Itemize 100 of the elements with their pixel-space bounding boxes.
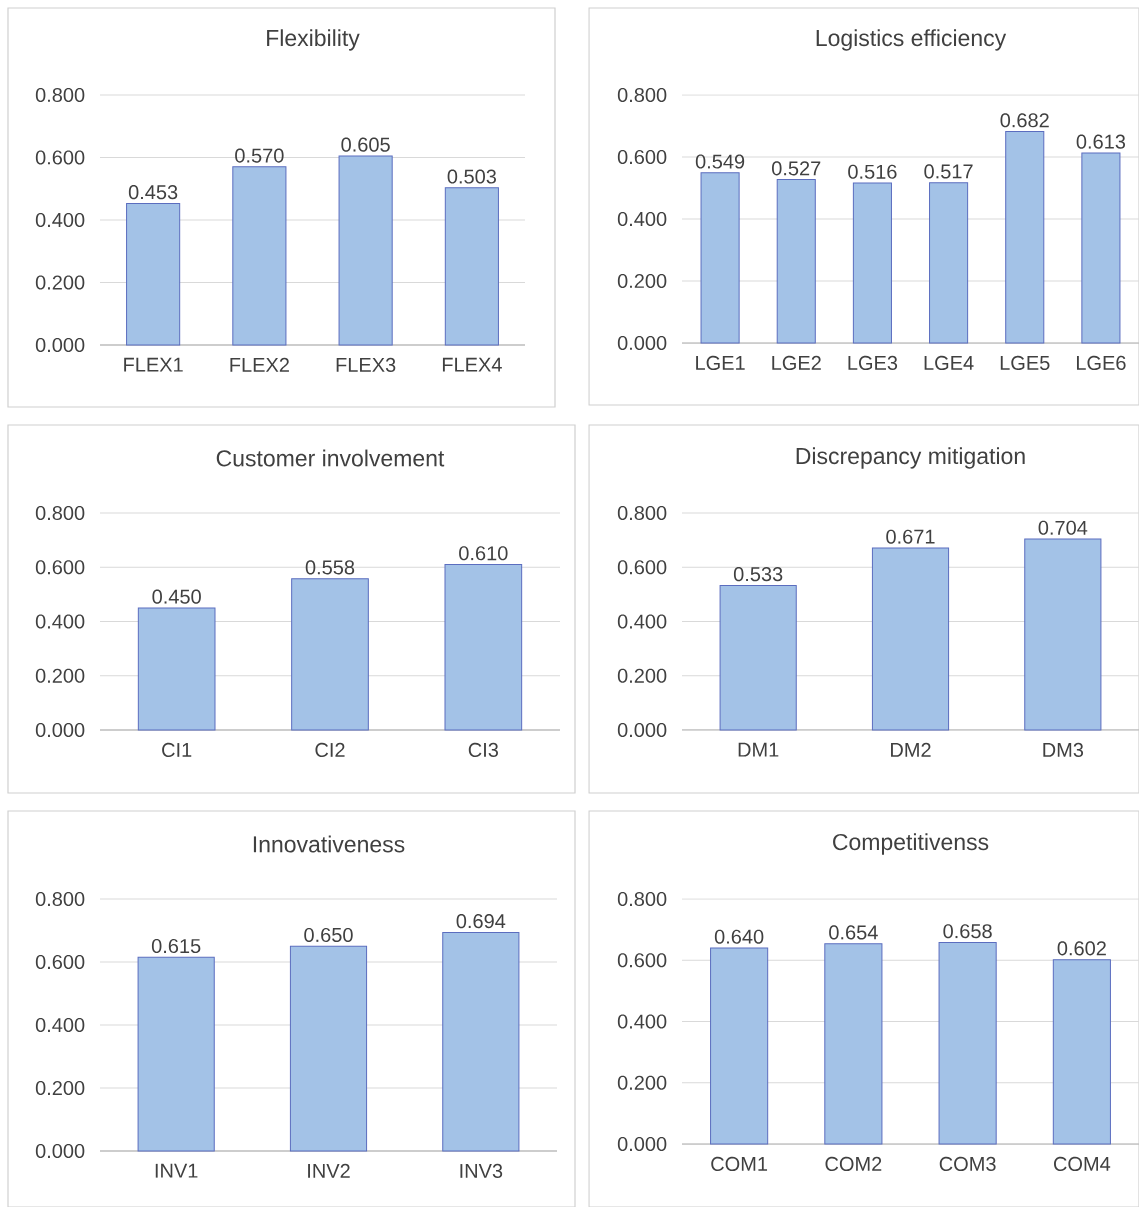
- data-label: 0.527: [772, 161, 821, 176]
- x-tick-label: INV3: [460, 1163, 503, 1179]
- data-label: 0.682: [1000, 113, 1049, 128]
- y-tick-label: 0.600: [35, 150, 85, 165]
- x-tick-label: FLEX3: [336, 357, 396, 373]
- x-tick-label: FLEX1: [124, 357, 183, 372]
- data-label: 0.610: [459, 546, 508, 561]
- x-tick-label: DM2: [891, 742, 931, 757]
- y-tick-label: 0.000: [35, 722, 85, 738]
- data-label: 0.615: [151, 938, 201, 954]
- bar: [442, 931, 520, 1152]
- x-tick-label: INV2: [308, 1163, 350, 1178]
- y-tick-label: 0.800: [35, 505, 85, 521]
- y-tick-label: 0.200: [617, 1075, 667, 1090]
- y-tick-label: 0.800: [35, 891, 85, 907]
- y-tick-label: 0.400: [617, 614, 667, 629]
- y-tick-label: 0.200: [617, 273, 667, 289]
- x-tick-label: COM4: [1054, 1156, 1111, 1172]
- data-label: 0.694: [456, 914, 506, 929]
- bar: [291, 578, 369, 731]
- y-tick-label: 0.200: [35, 668, 85, 683]
- y-tick-label: 0.600: [35, 954, 85, 970]
- bar: [719, 584, 797, 731]
- bar: [444, 187, 499, 346]
- data-label: 0.602: [1057, 941, 1106, 956]
- x-tick-label: LGE4: [924, 355, 974, 371]
- y-tick-label: 0.200: [35, 275, 85, 290]
- y-tick-label: 0.800: [35, 87, 85, 103]
- y-tick-label: 0.800: [617, 505, 667, 521]
- x-tick-label: COM1: [711, 1156, 768, 1172]
- x-tick-label: COM3: [939, 1156, 996, 1172]
- y-tick-label: 0.600: [35, 560, 85, 575]
- bar: [1081, 152, 1121, 344]
- x-tick-label: LGE5: [1000, 355, 1050, 371]
- data-label: 0.671: [886, 529, 935, 544]
- y-tick-label: 0.400: [35, 212, 85, 228]
- data-label: 0.450: [152, 589, 201, 604]
- x-tick-label: FLEX2: [230, 357, 289, 372]
- x-tick-label: DM1: [738, 742, 779, 757]
- data-label: 0.704: [1038, 520, 1088, 535]
- y-tick-label: 0.000: [617, 335, 667, 351]
- data-label: 0.549: [695, 154, 745, 169]
- data-label: 0.558: [305, 560, 355, 575]
- data-label: 0.570: [235, 148, 284, 163]
- data-label: 0.605: [341, 137, 390, 152]
- y-tick-label: 0.200: [617, 668, 667, 683]
- y-tick-label: 0.400: [617, 1014, 667, 1029]
- chart-title: Logistics efficiency: [816, 29, 1007, 51]
- y-tick-label: 0.400: [35, 1017, 85, 1033]
- x-tick-label: LGE1: [696, 355, 745, 371]
- y-tick-label: 0.400: [35, 614, 85, 629]
- x-tick-label: INV1: [155, 1163, 198, 1178]
- data-label: 0.654: [829, 925, 878, 940]
- bar: [1024, 538, 1102, 731]
- bar: [1005, 131, 1045, 344]
- bar: [137, 956, 215, 1152]
- bar: [871, 547, 950, 731]
- y-tick-label: 0.400: [617, 211, 667, 227]
- data-label: 0.517: [924, 164, 973, 179]
- data-label: 0.533: [733, 567, 783, 582]
- x-tick-label: CI2: [315, 742, 345, 758]
- chart-title: Competitivenss: [833, 833, 989, 855]
- chart-title: Flexibility: [267, 29, 360, 51]
- chart-title: Customer involvement: [216, 449, 445, 467]
- bar: [929, 182, 969, 344]
- bar: [126, 202, 181, 346]
- y-tick-label: 0.800: [617, 891, 667, 907]
- y-tick-label: 0.800: [617, 87, 667, 103]
- chart-title: Discrepancy mitigation: [796, 447, 1025, 469]
- bar: [700, 172, 740, 344]
- x-tick-label: CI1: [162, 742, 192, 758]
- data-label: 0.516: [848, 164, 897, 179]
- y-tick-label: 0.600: [617, 149, 667, 165]
- y-tick-label: 0.200: [35, 1080, 85, 1096]
- y-tick-label: 0.000: [617, 722, 667, 738]
- bar: [776, 179, 816, 344]
- data-label: 0.613: [1076, 134, 1126, 149]
- x-tick-label: LGE3: [848, 355, 898, 371]
- bar: [852, 182, 892, 344]
- x-tick-label: COM2: [825, 1156, 882, 1172]
- x-tick-label: CI3: [468, 742, 499, 758]
- y-tick-label: 0.600: [617, 953, 667, 968]
- bar: [444, 564, 523, 731]
- bar: [137, 607, 216, 731]
- y-tick-label: 0.000: [35, 1143, 85, 1159]
- x-tick-label: LGE6: [1076, 355, 1126, 371]
- x-tick-label: FLEX4: [442, 357, 502, 372]
- data-label: 0.650: [304, 927, 353, 943]
- y-tick-label: 0.000: [617, 1136, 667, 1152]
- bar: [289, 945, 368, 1152]
- data-label: 0.503: [447, 169, 497, 184]
- data-label: 0.640: [714, 929, 764, 944]
- chart-title: Innovativeness: [253, 835, 405, 853]
- bar: [338, 155, 393, 346]
- x-tick-label: LGE2: [772, 355, 821, 371]
- y-tick-label: 0.000: [35, 337, 85, 353]
- y-tick-label: 0.600: [617, 560, 667, 575]
- x-tick-label: DM3: [1043, 742, 1084, 758]
- data-label: 0.658: [943, 924, 992, 939]
- data-label: 0.453: [128, 185, 178, 200]
